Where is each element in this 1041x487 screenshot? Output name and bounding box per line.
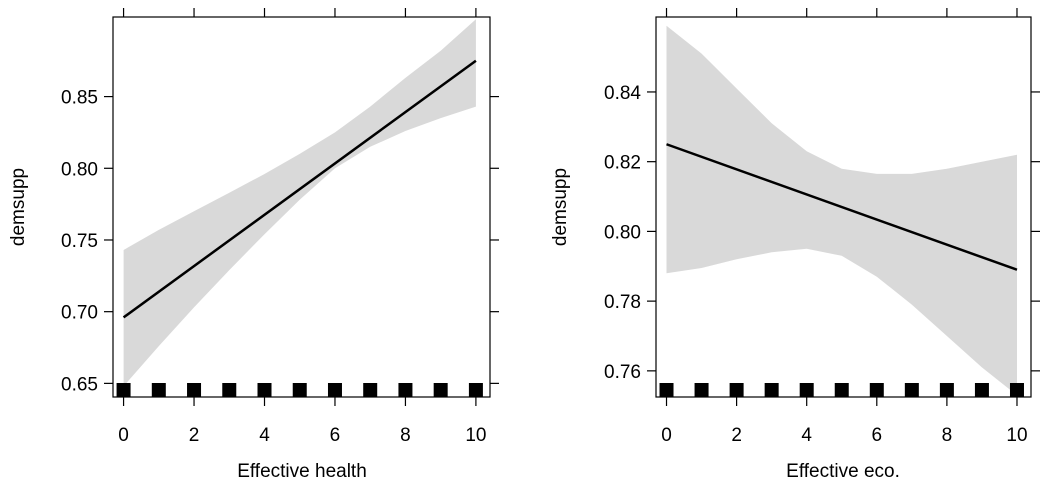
rug-mark <box>468 383 483 397</box>
x-tick-label: 8 <box>400 425 411 446</box>
rug-mark <box>433 383 448 397</box>
x-tick-label: 2 <box>189 425 200 446</box>
x-tick-label: 10 <box>1006 425 1027 446</box>
rug-mark <box>1009 383 1024 397</box>
y-axis-label: demsupp <box>550 168 571 246</box>
x-axis-label: Effective health <box>237 461 367 482</box>
effective-eco-panel: 0 2 4 6 8 10 0.76 0.78 0.80 0.82 0.84 Effective eco… <box>550 8 1040 482</box>
y-tick-label: 0.80 <box>61 159 98 180</box>
rug-mark <box>869 383 884 397</box>
fit-line <box>122 59 477 319</box>
rug-mark <box>116 383 131 397</box>
rug-mark <box>151 383 166 397</box>
rug-mark <box>292 383 307 397</box>
plot-frame <box>655 16 1032 398</box>
y-tick-label: 0.82 <box>604 153 641 174</box>
x-tick-label: 2 <box>731 425 742 446</box>
y-tick-label: 0.70 <box>61 303 98 324</box>
rug-mark <box>764 383 779 397</box>
rug-mark <box>187 383 202 397</box>
y-axis-label: demsupp <box>8 168 29 246</box>
rug-mark <box>904 383 919 397</box>
x-tick-label: 0 <box>118 425 129 446</box>
y-tick-label: 0.84 <box>604 83 641 104</box>
rug-mark <box>694 383 709 397</box>
x-tick-label: 4 <box>259 425 270 446</box>
rug-mark <box>799 383 814 397</box>
x-tick-label: 4 <box>801 425 812 446</box>
x-tick-label: 0 <box>661 425 672 446</box>
rug-mark <box>257 383 272 397</box>
x-tick-label: 6 <box>872 425 883 446</box>
y-tick-label: 0.80 <box>604 222 641 243</box>
rug-mark <box>974 383 989 397</box>
rug-mark <box>327 383 342 397</box>
rug-mark <box>363 383 378 397</box>
x-tick-label: 10 <box>465 425 486 446</box>
fit-line <box>666 143 1018 271</box>
y-tick-label: 0.75 <box>61 231 98 252</box>
rug-mark <box>834 383 849 397</box>
plot-frame <box>112 16 491 398</box>
y-tick-label: 0.76 <box>604 362 641 383</box>
rug-mark <box>659 383 674 397</box>
confidence-band <box>666 25 1017 396</box>
rug-mark <box>222 383 237 397</box>
x-tick-label: 8 <box>942 425 953 446</box>
effective-health-panel: 0 2 4 6 8 10 0.65 0.70 0.75 0.80 0.85 Effective hea… <box>8 8 499 482</box>
y-tick-label: 0.78 <box>604 292 641 313</box>
rug-mark <box>398 383 413 397</box>
y-tick-label: 0.85 <box>61 88 98 109</box>
rug-mark <box>939 383 954 397</box>
rug-mark <box>729 383 744 397</box>
y-tick-label: 0.65 <box>61 374 98 395</box>
x-tick-label: 6 <box>330 425 341 446</box>
confidence-band <box>123 19 476 387</box>
x-axis-label: Effective eco. <box>786 461 900 482</box>
